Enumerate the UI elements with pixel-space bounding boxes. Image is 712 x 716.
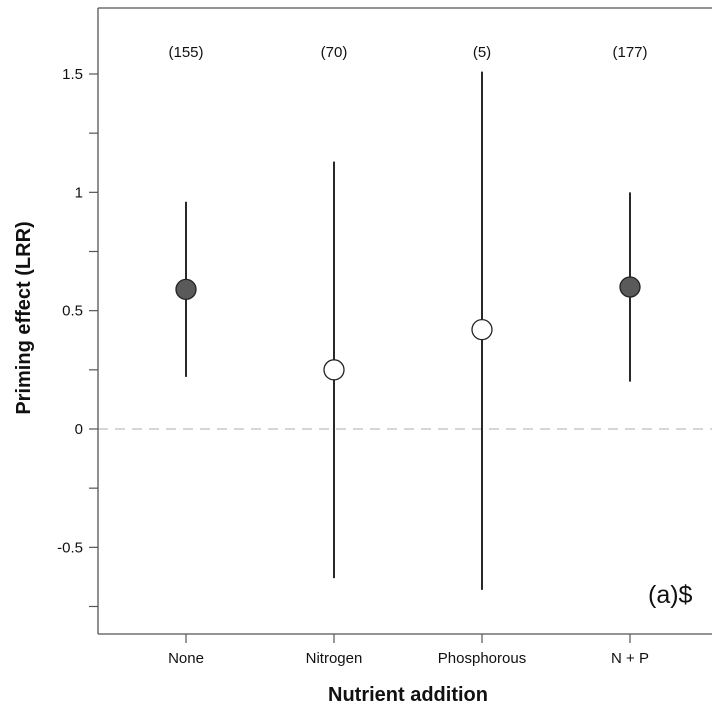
sample-size-labels: (155) (70) (5) (177) bbox=[168, 44, 647, 61]
x-tick-label: None bbox=[168, 650, 204, 667]
x-axis-title: Nutrient addition bbox=[328, 684, 488, 706]
panel-label: (a)$ bbox=[648, 581, 693, 609]
y-tick-label: -0.5 bbox=[57, 539, 83, 556]
y-tick-label: 0.5 bbox=[62, 303, 83, 320]
mean-point bbox=[471, 318, 493, 341]
axes bbox=[97, 7, 712, 635]
mean-point bbox=[323, 359, 345, 381]
y-tick-label: 1.5 bbox=[62, 66, 83, 83]
y-axis-title: Priming effect (LRR) bbox=[13, 221, 35, 414]
sample-size-label: (177) bbox=[612, 44, 647, 61]
sample-size-label: (5) bbox=[473, 44, 491, 61]
x-tick-label: N + P bbox=[611, 650, 649, 667]
y-tick-label: 0 bbox=[75, 421, 83, 438]
x-ticks: None Nitrogen Phosphorous N + P bbox=[168, 634, 649, 667]
mean-point bbox=[619, 276, 641, 298]
x-tick-label: Phosphorous bbox=[438, 650, 526, 667]
sample-size-label: (70) bbox=[321, 44, 348, 61]
data-marks bbox=[175, 71, 641, 590]
sample-size-label: (155) bbox=[168, 44, 203, 61]
mean-point bbox=[175, 278, 197, 301]
x-tick-label: Nitrogen bbox=[306, 650, 363, 667]
y-tick-label: 1 bbox=[75, 184, 83, 201]
y-ticks: 1.5 1 0.5 0 -0.5 bbox=[57, 66, 98, 608]
